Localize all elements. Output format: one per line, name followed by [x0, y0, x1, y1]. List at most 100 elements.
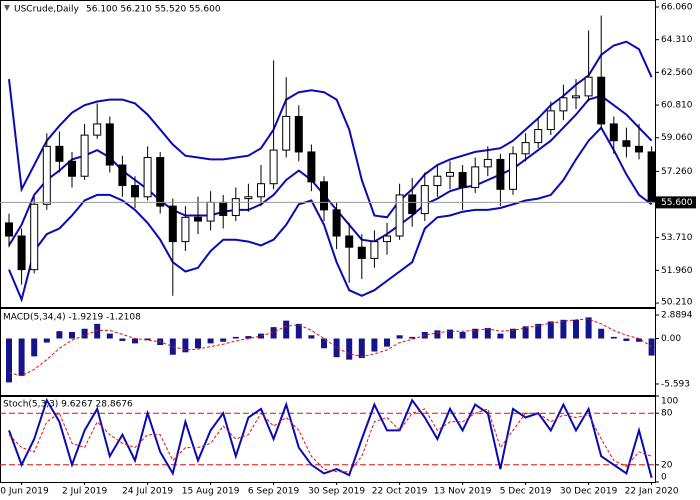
macd-bar [409, 336, 416, 339]
candle-body [509, 153, 517, 190]
x-tick-label: 22 Jan 2020 [625, 487, 679, 497]
chart-title: USCrude,Daily [14, 5, 80, 15]
candle-body [68, 160, 76, 177]
macd-bar [207, 338, 214, 344]
candle-body [320, 181, 328, 211]
candle-body [597, 76, 606, 125]
y-tick-label: 51.960 [661, 266, 693, 276]
x-tick-label: 30 Dec 2019 [560, 487, 618, 497]
symbol-icon [4, 5, 10, 11]
macd-bar [6, 338, 12, 383]
candle-body [370, 241, 379, 259]
macd-bar [573, 319, 579, 339]
candle-body [383, 235, 391, 243]
candle-body [408, 194, 417, 215]
candle-body [181, 216, 190, 243]
macd-bar [283, 320, 290, 339]
candle-body [534, 129, 543, 144]
macd-bar [43, 338, 50, 343]
x-tick-label: 22 Oct 2019 [372, 487, 428, 497]
candle-body [93, 123, 102, 136]
macd-bar [31, 338, 38, 357]
macd-bar [321, 338, 327, 349]
candle-body [118, 164, 127, 187]
x-tick-label: 2 Jul 2019 [62, 487, 107, 497]
macd-bar [106, 333, 113, 339]
indicator-title: MACD(5,34,4) -1.9219 -1.2108 [3, 313, 141, 323]
x-tick-label: 15 Aug 2019 [182, 487, 240, 497]
macd-bar [421, 332, 428, 339]
y-tick-label: 64.310 [661, 35, 693, 45]
candle-body [584, 76, 593, 97]
candle-body [131, 185, 139, 198]
x-tick-label: 13 Nov 2019 [434, 487, 492, 497]
macd-bar [81, 328, 88, 339]
candle-body [17, 235, 26, 271]
macd-bar [560, 319, 567, 339]
macd-bar [535, 323, 542, 339]
candle-body [433, 175, 442, 187]
macd-bar [396, 335, 403, 339]
candle-body [521, 142, 530, 155]
macd-bar [484, 327, 491, 339]
candle-body [546, 110, 555, 131]
x-tick-label: 24 Jul 2019 [122, 487, 173, 497]
candle-body [219, 201, 228, 216]
candle-body [269, 149, 278, 185]
candle-body [42, 145, 51, 205]
macd-bar [119, 338, 126, 341]
macd-bar [144, 338, 151, 341]
y-tick-label: 66.060 [661, 2, 693, 12]
candle-body [156, 157, 165, 207]
y-tick-label: -5.593 [661, 379, 690, 389]
ohlc-values: 56.100 56.210 55.520 55.600 [86, 5, 221, 15]
candle-body [458, 171, 467, 188]
macd-bar [610, 336, 617, 339]
candle-body [282, 115, 291, 151]
candle-body [257, 183, 265, 198]
macd-bar [648, 338, 655, 356]
candle-body [244, 196, 253, 200]
indicator-title: Stoch(5,3,3) 9.6267 28.8676 [3, 400, 133, 410]
candle-body [332, 209, 341, 237]
y-tick-label: 62.560 [661, 68, 693, 78]
candle-body [143, 157, 152, 198]
main-line [8, 397, 653, 478]
candle-body [471, 166, 480, 188]
macd-bar [220, 338, 227, 342]
macd-bar [598, 328, 605, 339]
candle-body [559, 97, 568, 112]
bollinger-band [8, 40, 653, 219]
y-tick-label: 80 [661, 409, 673, 419]
macd-panel [0, 308, 656, 396]
x-tick-label: 6 Sep 2019 [248, 487, 300, 497]
candle-body [572, 95, 580, 99]
y-tick-label: 50.210 [661, 298, 693, 308]
bollinger-band [8, 126, 653, 303]
current-price-label: 55.600 [661, 198, 693, 208]
macd-bar [384, 338, 390, 347]
macd-bar [459, 332, 466, 339]
macd-bar [522, 326, 529, 339]
y-tick-label: 57.260 [661, 167, 693, 177]
candle-body [206, 201, 215, 222]
macd-bar [132, 338, 138, 344]
macd-bar [333, 338, 340, 358]
candle-body [294, 115, 303, 153]
candle-body [647, 151, 656, 203]
candle-body [496, 158, 505, 190]
macd-bar [623, 338, 630, 341]
candle-body [307, 151, 316, 183]
macd-bar [371, 338, 378, 352]
macd-bar [547, 321, 554, 339]
signal-line [8, 318, 652, 377]
candle-body [420, 185, 429, 215]
macd-bar [497, 333, 504, 339]
candle-body [194, 216, 202, 222]
y-tick-label: 100 [661, 397, 678, 407]
candle-body [345, 235, 354, 248]
y-tick-label: 0 [661, 473, 667, 483]
